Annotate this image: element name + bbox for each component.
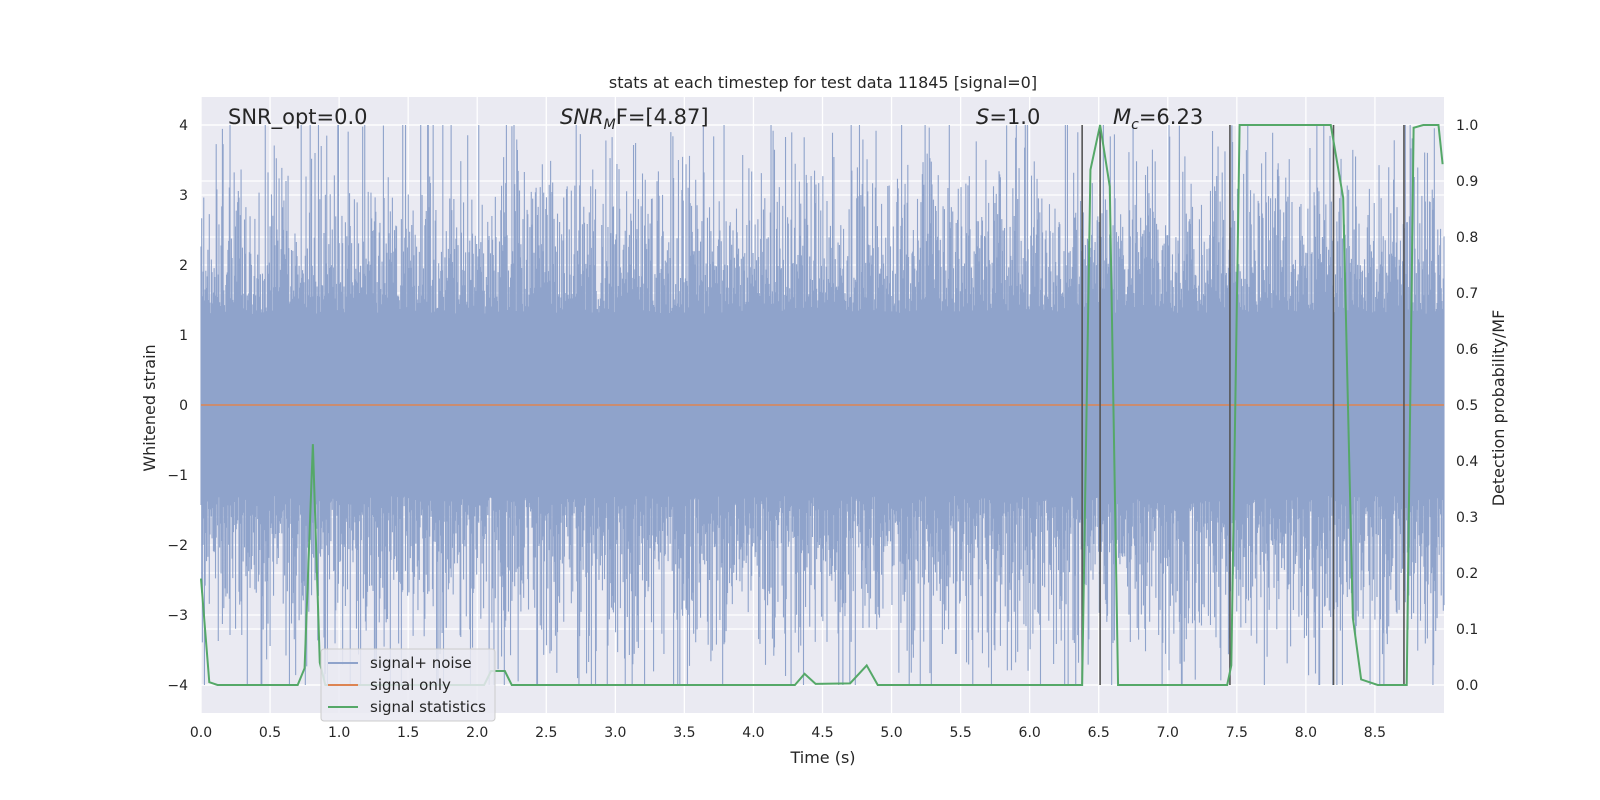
legend-label-signal-statistics: signal statistics — [370, 698, 486, 716]
x-tick-label-17: 8.5 — [1364, 725, 1386, 741]
noise-series — [200, 125, 1445, 685]
x-tick-label-15: 7.5 — [1226, 725, 1248, 741]
x-tick-label-1: 0.5 — [259, 725, 281, 741]
y-right-tick-label-1: 0.9 — [1456, 174, 1478, 190]
annotation-snr-mf-rest: F=[4.87] — [616, 105, 709, 129]
annotation-mc-sub: c — [1131, 117, 1139, 133]
x-tick-label-2: 1.0 — [328, 725, 350, 741]
y-right-tick-label-2: 0.8 — [1456, 230, 1478, 246]
legend-label-signal-only: signal only — [370, 676, 451, 694]
x-tick-label-4: 2.0 — [466, 725, 488, 741]
x-tick-label-11: 5.5 — [949, 725, 971, 741]
vertical-markers — [1081, 125, 1405, 685]
x-tick-label-5: 2.5 — [535, 725, 557, 741]
y-right-tick-label-0: 1.0 — [1456, 118, 1478, 134]
y-left-tick-label-0: 4 — [179, 118, 188, 134]
y-right-tick-label-7: 0.3 — [1456, 510, 1478, 526]
y-axis-left-label: Whitened strain — [140, 344, 159, 471]
x-axis-ticks: 0.0 0.5 1.0 1.5 2.0 2.5 3.0 3.5 4.0 4.5 5.0 5.5 6.0 6… — [190, 725, 1386, 741]
annotation-snr-mf-sub: M — [604, 117, 616, 133]
x-tick-label-0: 0.0 — [190, 725, 212, 741]
x-tick-label-6: 3.0 — [604, 725, 626, 741]
y-left-tick-label-7: −3 — [167, 608, 188, 624]
y-right-tick-label-10: 0.0 — [1456, 678, 1478, 694]
x-tick-label-14: 7.0 — [1157, 725, 1179, 741]
y-axis-right-ticks: 1.0 0.9 0.8 0.7 0.6 0.5 0.4 0.3 0.2 0.1 0.0 — [1456, 118, 1478, 694]
annotation-snr-mf: SNRMF=[4.87] — [560, 105, 709, 133]
legend-box — [320, 648, 496, 722]
x-tick-label-8: 4.0 — [742, 725, 764, 741]
legend: signal+ noise signal only signal statist… — [320, 648, 496, 722]
annotation-s-rest: =1.0 — [989, 105, 1040, 129]
x-axis-label: Time (s) — [789, 748, 855, 767]
y-right-tick-label-9: 0.1 — [1456, 622, 1478, 638]
y-axis-left-ticks: 4 3 2 1 0 −1 −2 −3 −4 — [167, 118, 188, 694]
x-tick-label-10: 5.0 — [880, 725, 902, 741]
y-right-tick-label-6: 0.4 — [1456, 454, 1478, 470]
annotation-mc: Mc=6.23 — [1113, 105, 1203, 133]
x-tick-label-12: 6.0 — [1019, 725, 1041, 741]
y-right-tick-label-5: 0.5 — [1456, 398, 1478, 414]
chart-title: stats at each timestep for test data 118… — [609, 73, 1037, 92]
noise-trace — [200, 125, 1445, 685]
legend-label-signal-noise: signal+ noise — [370, 654, 472, 672]
y-left-tick-label-1: 3 — [179, 188, 188, 204]
y-left-tick-label-3: 1 — [179, 328, 188, 344]
x-tick-label-3: 1.5 — [397, 725, 419, 741]
x-tick-label-7: 3.5 — [673, 725, 695, 741]
y-left-tick-label-2: 2 — [179, 258, 188, 274]
x-tick-label-9: 4.5 — [811, 725, 833, 741]
annotation-s: S=1.0 — [976, 105, 1040, 129]
y-left-tick-label-5: −1 — [167, 468, 188, 484]
signal-statistics-line — [200, 124, 1444, 686]
annotation-snr-mf-main: SNR — [560, 105, 604, 129]
y-left-tick-label-6: −2 — [167, 538, 188, 554]
annotation-mc-rest: =6.23 — [1139, 105, 1203, 129]
y-left-tick-label-8: −4 — [167, 678, 188, 694]
y-axis-right-label: Detection probability/MF — [1489, 310, 1508, 507]
y-right-tick-label-8: 0.2 — [1456, 566, 1478, 582]
x-tick-label-13: 6.5 — [1088, 725, 1110, 741]
annotation-mc-main: M — [1113, 105, 1131, 129]
y-right-tick-label-3: 0.7 — [1456, 286, 1478, 302]
y-left-tick-label-4: 0 — [179, 398, 188, 414]
y-right-tick-label-4: 0.6 — [1456, 342, 1478, 358]
x-tick-label-16: 8.0 — [1295, 725, 1317, 741]
annotation-s-var: S — [976, 105, 989, 129]
annotation-snr-opt: SNR_opt=0.0 — [228, 105, 368, 130]
